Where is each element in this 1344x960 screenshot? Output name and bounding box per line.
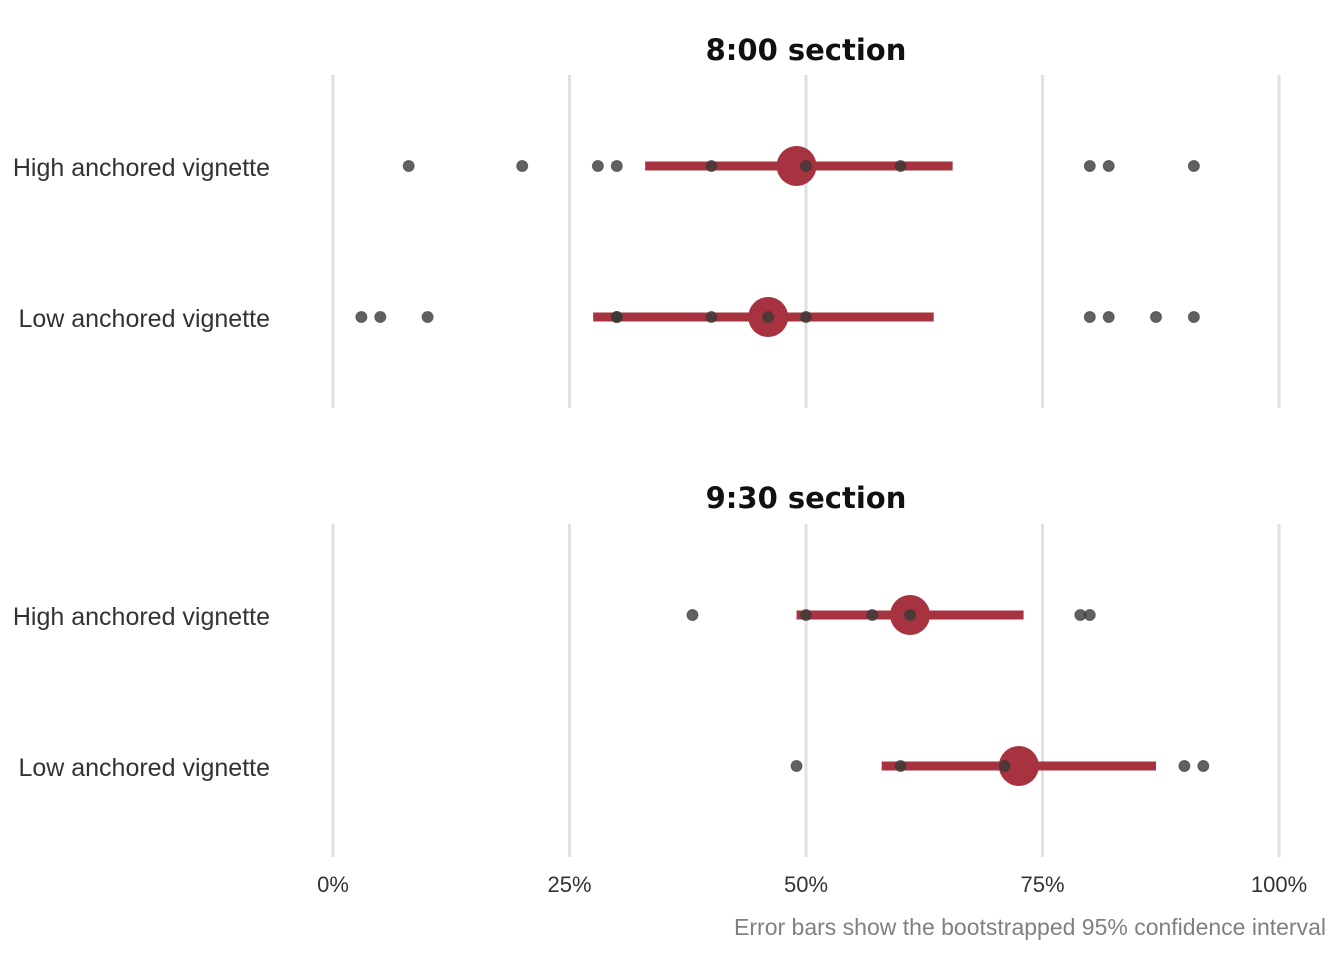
x-tick-label: 0% — [317, 872, 349, 897]
data-point — [355, 311, 368, 323]
data-point — [1102, 160, 1115, 172]
data-point — [1083, 311, 1096, 323]
data-point — [402, 160, 415, 172]
mean-point — [776, 146, 817, 186]
data-point — [516, 160, 529, 172]
data-point — [866, 609, 879, 621]
data-point — [1083, 160, 1096, 172]
data-point — [894, 160, 907, 172]
data-point — [374, 311, 387, 323]
panel-title-9-30: 9:30 section — [706, 481, 907, 515]
x-tick-label: 50% — [784, 872, 828, 897]
data-point — [1102, 311, 1115, 323]
panel-9-30-section: 9:30 section High anchored vignette Low … — [13, 481, 1281, 857]
data-point — [800, 160, 812, 172]
data-point — [705, 311, 718, 323]
mean-point — [998, 746, 1039, 786]
data-point — [1150, 311, 1163, 323]
data-point — [998, 760, 1011, 772]
row-label-high-8-00: High anchored vignette — [13, 154, 270, 182]
x-tick-label: 25% — [547, 872, 591, 897]
data-point — [1178, 760, 1191, 772]
data-point — [800, 311, 812, 323]
data-point — [421, 311, 434, 323]
data-point — [1187, 160, 1200, 172]
data-point — [591, 160, 604, 172]
data-point — [705, 160, 718, 172]
row-label-low-9-30: Low anchored vignette — [18, 754, 270, 782]
data-point — [1187, 311, 1200, 323]
x-axis: 0% 25% 50% 75% 100% — [317, 872, 1307, 897]
row-label-low-8-00: Low anchored vignette — [18, 305, 270, 333]
data-point — [610, 160, 623, 172]
data-point — [1083, 609, 1096, 621]
data-point — [894, 760, 907, 772]
chart-caption: Error bars show the bootstrapped 95% con… — [734, 914, 1326, 940]
data-point — [790, 760, 803, 772]
data-point — [610, 311, 623, 323]
data-point — [686, 609, 699, 621]
x-tick-label: 100% — [1251, 872, 1307, 897]
panel-title-8-00: 8:00 section — [706, 33, 907, 67]
data-point — [904, 609, 917, 621]
x-tick-label: 75% — [1020, 872, 1064, 897]
data-point — [1197, 760, 1210, 772]
row-label-high-9-30: High anchored vignette — [13, 603, 270, 631]
panel-8-00-section: 8:00 section High anchored vignette Low … — [13, 33, 1281, 408]
data-point — [800, 609, 812, 621]
data-point — [762, 311, 775, 323]
